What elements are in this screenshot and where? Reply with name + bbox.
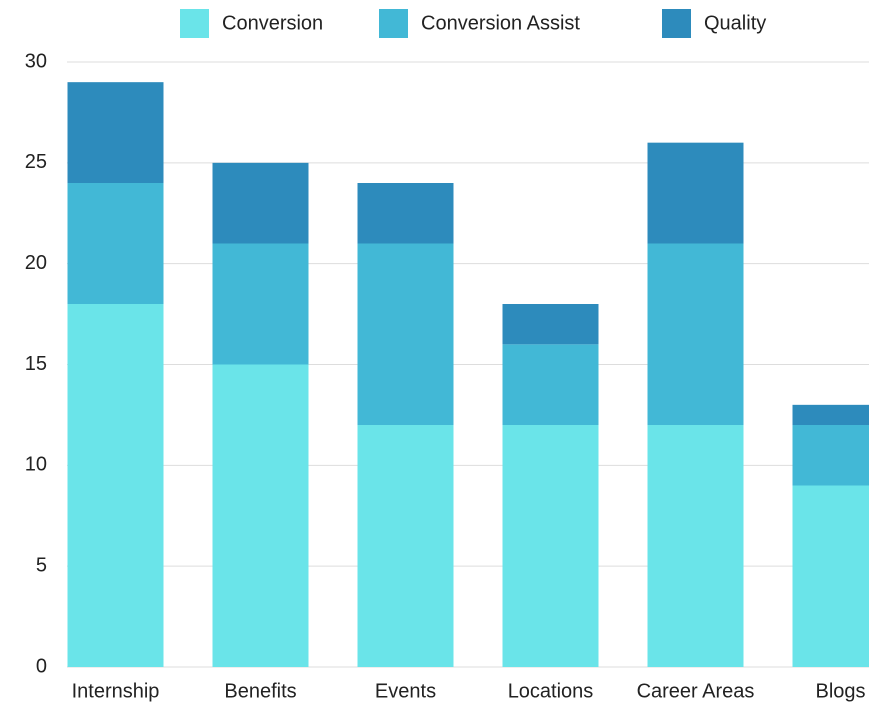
x-tick-label: Benefits: [224, 680, 296, 702]
bar-segment: [212, 364, 309, 667]
bar-segment: [647, 425, 744, 667]
x-tick-label: Locations: [508, 680, 594, 702]
legend-swatch: [662, 9, 691, 38]
bar-segment: [212, 162, 309, 244]
y-tick-label: 30: [25, 50, 47, 72]
y-tick-label: 25: [25, 151, 47, 173]
bar-segment: [357, 425, 454, 667]
y-tick-label: 10: [25, 454, 47, 476]
x-tick-label: Internship: [72, 680, 160, 702]
x-tick-label: Blogs: [815, 680, 865, 702]
bar-segment: [502, 425, 599, 667]
x-tick-label: Career Areas: [637, 680, 755, 702]
bar-segment: [647, 142, 744, 244]
legend-label: Conversion Assist: [421, 12, 580, 34]
bar-segment: [67, 304, 164, 667]
legend-label: Conversion: [222, 12, 323, 34]
x-tick-label: Events: [375, 680, 436, 702]
bar-segment: [502, 304, 599, 345]
y-tick-label: 15: [25, 353, 47, 375]
bar-segment: [212, 243, 309, 365]
bar-segment: [357, 243, 454, 425]
bar-segment: [67, 82, 164, 183]
bar-segment: [357, 183, 454, 244]
y-tick-label: 0: [36, 655, 47, 677]
y-tick-label: 20: [25, 252, 47, 274]
legend-swatch: [180, 9, 209, 38]
bar-segment: [67, 183, 164, 304]
y-tick-label: 5: [36, 554, 47, 576]
legend-label: Quality: [704, 12, 766, 34]
bar-segment: [792, 425, 869, 486]
bar-segment: [502, 344, 599, 425]
bar-segment: [792, 404, 869, 425]
bar-segment: [792, 485, 869, 667]
bar-segment: [647, 243, 744, 425]
legend-swatch: [379, 9, 408, 38]
